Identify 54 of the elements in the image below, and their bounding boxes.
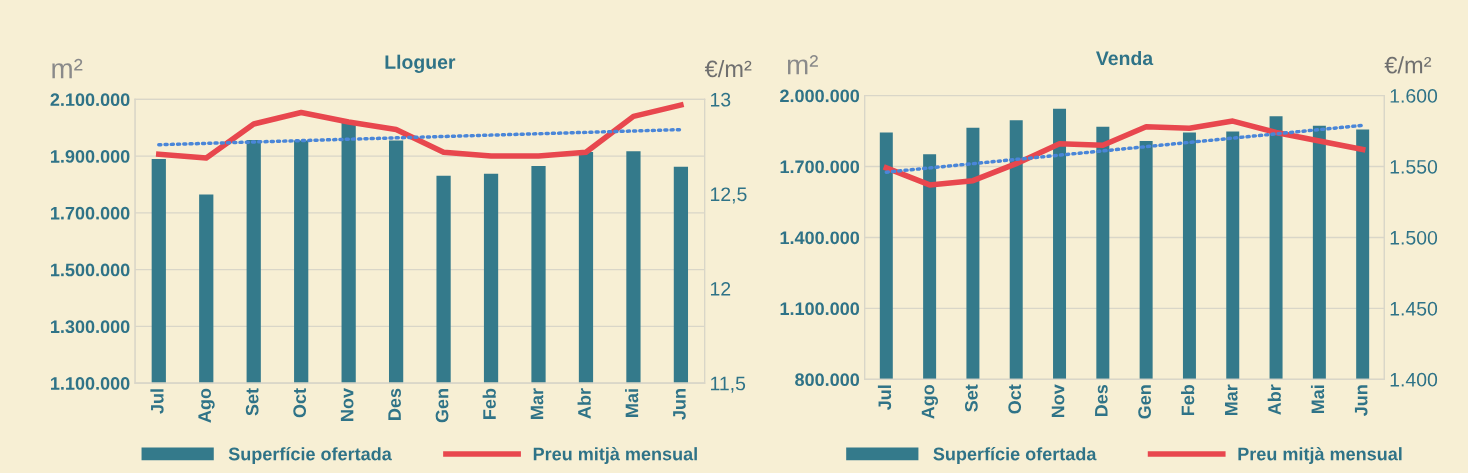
x-tick-label: Jun: [673, 389, 686, 420]
y-axis-title: m²: [52, 58, 83, 79]
y-tick-label: 1.500.000: [51, 263, 130, 277]
x-tick-label: Mar: [1225, 384, 1238, 416]
x-tick-label: Feb: [482, 388, 496, 419]
y2-tick-label: 1.450: [1390, 301, 1438, 316]
y2-tick-label: 12,5: [710, 187, 747, 204]
x-tick-label: Jun: [1354, 385, 1368, 417]
y2-axis-title: €/m²: [1384, 56, 1432, 74]
y2-tick-label: 1.600: [1390, 89, 1438, 103]
x-tick-label: Mar: [530, 388, 544, 419]
legend-label: Superfície ofertada: [228, 446, 392, 464]
x-tick-label: Abr: [577, 388, 591, 419]
x-tick-label: Set: [245, 388, 259, 416]
y-tick-label: 800.000: [795, 373, 860, 387]
y2-tick-label: 1.500: [1390, 230, 1438, 245]
y2-tick-label: 11,5: [710, 376, 746, 393]
y2-tick-label: 1.550: [1390, 159, 1438, 174]
y2-tick-label: 13: [710, 92, 731, 107]
x-tick-label: Mai: [1310, 385, 1325, 414]
x-tick-label: Nov: [340, 388, 354, 421]
y2-tick-label: 12: [710, 282, 731, 296]
x-tick-label: Gen: [435, 389, 449, 423]
y-tick-label: 2.000.000: [780, 89, 860, 103]
y-tick-label: 1.900.000: [51, 150, 130, 163]
x-tick-label: Abr: [1267, 384, 1281, 415]
y-tick-label: 1.300.000: [51, 320, 130, 334]
legend-label: Preu mitjà mensual: [533, 446, 697, 464]
x-tick-label: Jul: [150, 389, 164, 414]
x-tick-label: Oct: [293, 388, 307, 418]
x-tick-label: Ago: [198, 388, 215, 423]
x-tick-label: Nov: [1051, 384, 1065, 418]
y-tick-label: 2.100.000: [50, 93, 130, 107]
x-tick-label: Des: [1095, 384, 1108, 417]
x-tick-label: Ago: [921, 384, 939, 419]
y-tick-label: 1.100.000: [51, 377, 130, 390]
y2-axis-title: €/m²: [704, 59, 752, 78]
legend-label: Superfície ofertada: [933, 446, 1097, 464]
x-tick-label: Des: [388, 388, 401, 420]
x-tick-label: Jul: [877, 385, 892, 411]
x-tick-label: Oct: [1008, 384, 1022, 414]
chart-title: Lloguer: [385, 54, 456, 73]
y-tick-label: 1.700.000: [51, 206, 130, 220]
chart-title: Venda: [1095, 50, 1154, 66]
y2-tick-label: 1.400: [1390, 372, 1438, 387]
x-tick-label: Mai: [625, 389, 639, 417]
x-tick-label: Gen: [1138, 385, 1151, 419]
y-axis-title: m²: [787, 55, 818, 75]
x-tick-label: Set: [964, 384, 978, 412]
y-tick-label: 1.400.000: [780, 231, 860, 245]
x-tick-label: Feb: [1181, 384, 1195, 416]
y-tick-label: 1.100.000: [780, 302, 860, 316]
y-tick-label: 1.700.000: [780, 160, 860, 174]
legend-label: Preu mitjà mensual: [1238, 446, 1402, 464]
